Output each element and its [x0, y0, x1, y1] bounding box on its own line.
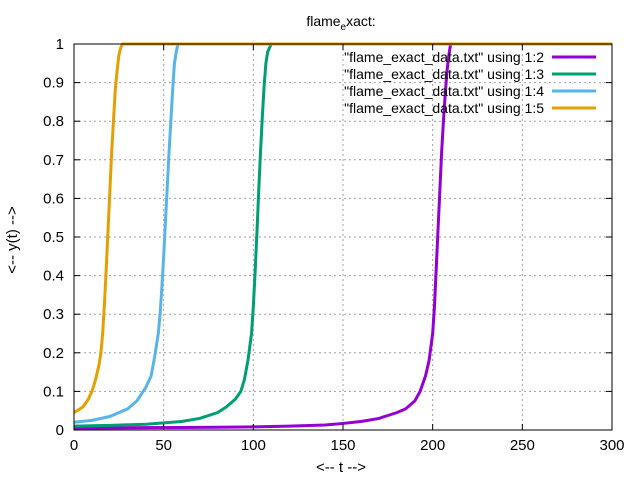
- legend-label-2: "flame_exact_data.txt" using 1:3: [344, 66, 544, 82]
- x-tick-label: 200: [420, 437, 445, 454]
- x-tick-label: 150: [330, 437, 355, 454]
- y-tick-label: 0.3: [43, 306, 64, 323]
- legend-label-3: "flame_exact_data.txt" using 1:4: [344, 83, 544, 99]
- legend-label-1: "flame_exact_data.txt" using 1:2: [344, 49, 544, 65]
- chart-title-rest: xact:: [346, 13, 376, 29]
- grid: [74, 44, 612, 430]
- y-axis-label: <-- y(t) -->: [4, 206, 21, 274]
- series-line-3: [73, 42, 612, 424]
- chart-title-subscript: e: [341, 22, 347, 33]
- series-line-4: [73, 42, 612, 414]
- legend-label-4: "flame_exact_data.txt" using 1:5: [344, 100, 544, 116]
- x-axis-label: <-- t -->: [316, 459, 366, 476]
- axis-ticks: [73, 43, 613, 431]
- y-tick-label: 0.8: [43, 113, 64, 130]
- y-tick-label: 0.6: [43, 190, 64, 207]
- x-tick-label: 0: [70, 437, 78, 454]
- y-tick-label: 0.4: [43, 268, 64, 285]
- y-tick-label: 0.7: [43, 152, 64, 169]
- x-tick-label: 50: [155, 437, 172, 454]
- chart-title: flameexact:: [306, 13, 375, 33]
- y-tick-labels: 0 0.1 0.2 0.3 0.4 0.5 0.6 0.7 0.8 0.9 1: [43, 36, 64, 439]
- y-tick-label: 0.2: [43, 345, 64, 362]
- series-line-1: [73, 42, 612, 430]
- series-line-2: [73, 42, 612, 428]
- y-tick-label: 0: [56, 422, 64, 439]
- series-group: [73, 42, 612, 430]
- x-tick-label: 100: [241, 437, 266, 454]
- y-tick-label: 0.5: [43, 229, 64, 246]
- legend: "flame_exact_data.txt" using 1:2"flame_e…: [344, 49, 596, 116]
- x-tick-labels: 0 50 100 150 200 250 300: [70, 437, 625, 454]
- chart-title-main: flame: [306, 13, 340, 29]
- y-tick-label: 0.1: [43, 383, 64, 400]
- y-tick-label: 0.9: [43, 75, 64, 92]
- y-tick-label: 1: [56, 36, 64, 53]
- x-tick-label: 250: [510, 437, 535, 454]
- x-tick-label: 300: [599, 437, 624, 454]
